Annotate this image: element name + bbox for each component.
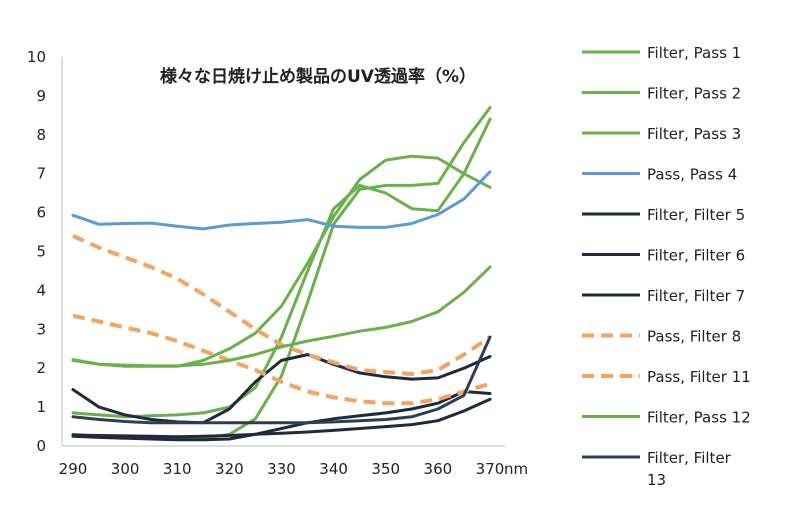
y-tick-label: 4 bbox=[36, 281, 46, 299]
x-tick-label: 320 bbox=[215, 460, 244, 478]
x-tick-label: 290 bbox=[59, 460, 88, 478]
chart-title: 様々な日焼け止め製品のUV透過率（%） bbox=[160, 66, 476, 87]
x-tick-label: 330 bbox=[267, 460, 296, 478]
y-tick-label: 10 bbox=[27, 48, 46, 66]
series-line-9 bbox=[72, 313, 491, 406]
legend-label: Pass, Pass 4 bbox=[647, 166, 737, 184]
series-line-4 bbox=[71, 170, 492, 231]
x-tick-label: 370 bbox=[476, 460, 505, 478]
y-tick-label: 9 bbox=[36, 87, 46, 105]
legend-label: Filter, Filter 6 bbox=[647, 247, 745, 265]
x-tick-label: 310 bbox=[163, 460, 192, 478]
x-tick-label: 300 bbox=[111, 460, 140, 478]
legend-label: Filter, Pass 1 bbox=[647, 44, 741, 62]
x-tick-label: 360 bbox=[424, 460, 453, 478]
legend-label: Filter, Pass 3 bbox=[647, 125, 741, 143]
series-line-10 bbox=[71, 265, 492, 368]
y-tick-label: 8 bbox=[36, 126, 46, 144]
legend-label: Filter, Filter 7 bbox=[647, 287, 745, 305]
legend-label: Filter, Pass 12 bbox=[647, 409, 751, 427]
legend-label: Pass, Filter 11 bbox=[647, 368, 751, 386]
series-line-8 bbox=[72, 234, 492, 376]
y-tick-label: 2 bbox=[36, 359, 46, 377]
x-axis-ticks: 290 300 310 320 330 340 350 360 370 bbox=[59, 460, 505, 478]
y-tick-label: 7 bbox=[36, 165, 46, 183]
y-tick-label: 1 bbox=[36, 398, 46, 416]
legend-label: Filter, Pass 2 bbox=[647, 85, 741, 103]
x-tick-label: 350 bbox=[371, 460, 400, 478]
series-lines bbox=[71, 106, 492, 442]
series-line-11 bbox=[71, 335, 492, 425]
y-axis-ticks: 0 1 2 3 4 5 6 7 8 9 10 bbox=[27, 48, 46, 455]
legend-label: Filter, Filter 13 bbox=[647, 449, 732, 489]
legend: Filter, Pass 1 Filter, Pass 2 Filter, Pass… bbox=[582, 44, 751, 489]
y-tick-label: 5 bbox=[36, 243, 46, 261]
series-line-7 bbox=[71, 390, 492, 442]
series-line-5 bbox=[71, 353, 492, 425]
y-tick-label: 3 bbox=[36, 320, 46, 338]
legend-label: Pass, Filter 8 bbox=[647, 328, 741, 346]
y-tick-label: 6 bbox=[36, 204, 46, 222]
y-tick-label: 0 bbox=[36, 437, 46, 455]
legend-label: Filter, Filter 5 bbox=[647, 206, 745, 224]
x-tick-label: 340 bbox=[319, 460, 348, 478]
x-axis-unit-label: nm bbox=[504, 460, 528, 478]
series-line-2 bbox=[71, 117, 492, 419]
series-line-6 bbox=[71, 397, 492, 439]
